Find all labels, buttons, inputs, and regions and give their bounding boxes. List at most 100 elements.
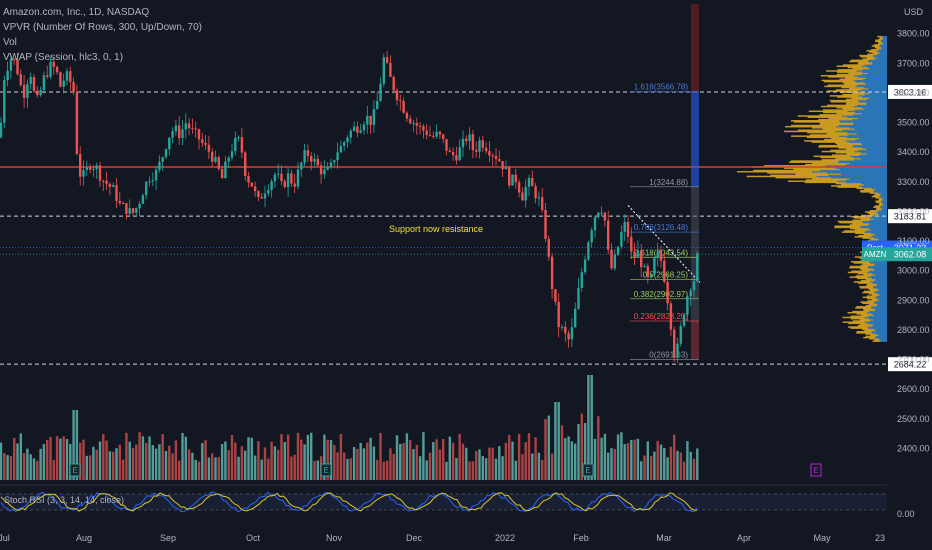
candle-body [471, 134, 475, 150]
vp-row-up [876, 57, 887, 59]
vp-row-down [851, 92, 870, 95]
candle-body [478, 140, 481, 152]
candle-body [643, 266, 646, 268]
fib-level-label: 1(3244.88) [649, 178, 688, 187]
volume-bar [425, 460, 428, 480]
vp-row-down [855, 307, 872, 309]
vp-row-down [795, 173, 842, 175]
vp-row-down [797, 115, 843, 117]
vp-row-down [827, 84, 858, 86]
volume-bar [504, 442, 508, 480]
candle-body [234, 137, 237, 152]
vp-row-down [835, 142, 862, 145]
vp-row-up [846, 136, 887, 139]
vp-row-down [875, 200, 882, 203]
volume-bar [587, 375, 590, 480]
volume-bar [560, 425, 564, 480]
vp-row-up [873, 323, 887, 326]
candle-body [85, 167, 88, 171]
volume-bar [465, 447, 468, 480]
candle-body [187, 123, 191, 129]
volume-bar [412, 449, 415, 480]
vp-row-up [881, 39, 887, 41]
vp-row-down [863, 336, 876, 339]
candle-body [541, 197, 544, 210]
candle-body [270, 181, 273, 190]
vp-row-down [831, 185, 860, 187]
level-price-label: 2684.22 [894, 360, 927, 370]
stoch-k-line [0, 491, 698, 513]
vp-row-up [877, 303, 887, 306]
candle-body [359, 130, 362, 133]
candle-body [669, 303, 673, 330]
candle-body [102, 180, 105, 182]
volume-bar [471, 461, 475, 480]
candle-body [217, 157, 220, 169]
vp-row-up [879, 45, 887, 47]
candle-body [372, 109, 376, 126]
vp-row-down [856, 306, 872, 308]
candle-body [174, 125, 178, 132]
vp-row-down [836, 71, 862, 73]
vp-row-up [864, 231, 887, 233]
vp-row-up [879, 48, 887, 51]
vp-row-up [870, 217, 887, 219]
vp-row-down [860, 56, 874, 58]
vp-row-down [789, 161, 839, 163]
volume-bar [399, 443, 402, 480]
vp-row-up [871, 313, 887, 315]
volume-bar [224, 441, 227, 480]
vp-row-down [831, 137, 860, 140]
vp-row-up [881, 197, 887, 199]
vwap-indicator-label[interactable]: VWAP (Session, hlc3, 0, 1) [3, 52, 124, 63]
candle-body [36, 90, 39, 96]
vp-row-down [846, 102, 867, 104]
vp-row-up [868, 227, 887, 230]
volume-bar [283, 442, 286, 480]
vp-row-up [876, 335, 887, 338]
vp-row-down [828, 76, 858, 78]
vpvr-indicator-label[interactable]: VPVR (Number Of Rows, 300, Up/Down, 70) [3, 22, 202, 33]
vp-row-up [872, 282, 887, 284]
vp-row-down [818, 118, 853, 121]
volume-bar [158, 444, 161, 480]
candle-body [570, 327, 574, 340]
vp-row-down [812, 178, 850, 180]
vp-row-up [835, 130, 887, 133]
volume-bar [580, 413, 583, 480]
candle-body [537, 197, 541, 199]
candle-body [296, 169, 300, 187]
volume-indicator-label[interactable]: Vol [3, 37, 17, 48]
vp-row-down [852, 310, 870, 313]
candle-body [590, 230, 593, 243]
candle-body [211, 151, 214, 162]
candle-body [267, 189, 270, 194]
volume-profile [737, 35, 887, 342]
volume-bar [676, 450, 679, 480]
vp-row-down [866, 57, 877, 59]
vp-row-down [819, 144, 854, 147]
volume-bar [590, 375, 593, 480]
volume-bar [646, 441, 649, 480]
price-tick-label: 3500.00 [897, 118, 930, 128]
volume-bar [570, 441, 574, 480]
vp-row-up [840, 121, 887, 123]
time-tick-label: 23 [875, 533, 885, 543]
vp-row-down [855, 275, 872, 277]
vp-row-up [877, 283, 887, 286]
volume-bar [62, 436, 65, 480]
symbol-title[interactable]: Amazon.com, Inc., 1D, NASDAQ [3, 7, 150, 18]
vp-row-up [880, 339, 887, 341]
vp-row-down [875, 197, 882, 199]
candle-body [105, 180, 108, 184]
candle-body [349, 130, 352, 138]
vp-row-up [879, 340, 887, 342]
vp-row-down [869, 210, 879, 212]
earnings-marker-label: E [72, 466, 77, 475]
vp-row-up [874, 269, 887, 271]
candle-body [600, 212, 603, 214]
vp-row-down [860, 264, 874, 267]
vp-row-down [763, 165, 826, 167]
volume-bar [52, 460, 55, 480]
